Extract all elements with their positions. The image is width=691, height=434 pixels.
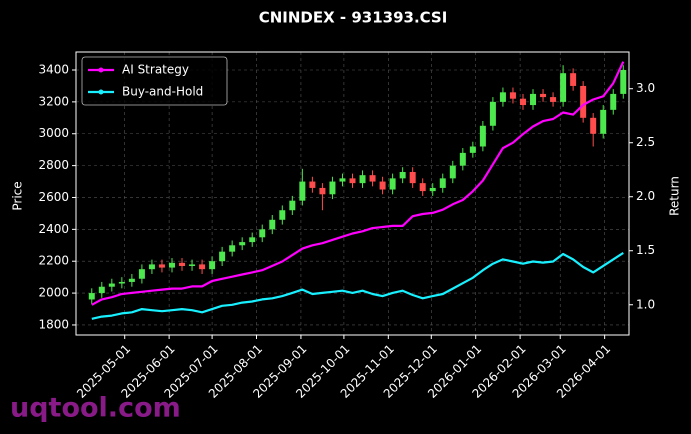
legend-label: AI Strategy xyxy=(122,63,189,77)
candle-body xyxy=(269,219,276,230)
candle-body xyxy=(570,73,577,86)
candle-body xyxy=(88,293,95,300)
y2-tick-label: 1.5 xyxy=(636,243,655,257)
legend-label: Buy-and-Hold xyxy=(122,85,203,99)
candle-body xyxy=(309,181,316,188)
candle-body xyxy=(179,262,186,267)
y-tick-label: 2600 xyxy=(38,190,69,204)
candle-body xyxy=(339,178,346,182)
candle-body xyxy=(499,92,506,102)
candle-body xyxy=(590,117,597,134)
candle-body xyxy=(560,73,567,102)
candle-body xyxy=(279,210,286,220)
candle-body xyxy=(168,262,175,268)
candle-body xyxy=(610,93,617,110)
candle-body xyxy=(189,264,196,267)
candle-body xyxy=(429,187,436,192)
candle-body xyxy=(580,85,587,118)
candle-body xyxy=(239,242,246,246)
plot-frame xyxy=(75,51,630,336)
candle-body xyxy=(550,97,557,102)
y-axis-label: Price xyxy=(11,181,25,210)
candle-body xyxy=(249,237,256,243)
y2-tick-label: 1.0 xyxy=(636,297,655,311)
y2-tick-label: 3.0 xyxy=(636,81,655,95)
candle-body xyxy=(489,101,496,126)
y-tick-label: 3200 xyxy=(38,94,69,108)
candle-body xyxy=(209,261,216,270)
y-tick-label: 1800 xyxy=(38,317,69,331)
candle-body xyxy=(118,281,125,284)
candle-body xyxy=(389,178,396,190)
y-tick-label: 2000 xyxy=(38,286,69,300)
y-tick-label: 3000 xyxy=(38,126,69,140)
candle-body xyxy=(158,264,165,268)
y2-tick-label: 2.5 xyxy=(636,135,655,149)
candle-body xyxy=(289,200,296,211)
candle-body xyxy=(459,152,466,166)
y2-axis-label: Return xyxy=(668,176,682,216)
candle-body xyxy=(148,264,155,270)
y-tick-label: 3400 xyxy=(38,63,69,77)
candle-body xyxy=(259,229,266,238)
candle-body xyxy=(98,286,105,294)
candle-body xyxy=(540,93,547,98)
legend-marker xyxy=(98,67,104,73)
candle-body xyxy=(199,264,206,270)
candle-body xyxy=(530,93,537,106)
legend-marker xyxy=(98,89,104,95)
candle-body xyxy=(329,181,336,195)
candle-body xyxy=(359,175,366,184)
candle-body xyxy=(379,181,386,190)
candle-body xyxy=(319,187,326,195)
candle-body xyxy=(519,98,526,106)
line-series xyxy=(91,251,624,320)
y2-tick-label: 2.0 xyxy=(636,189,655,203)
candle-body xyxy=(399,171,406,179)
candle-body xyxy=(369,175,376,182)
candle-body xyxy=(469,146,476,153)
candle-body xyxy=(128,278,135,282)
watermark: uqtool.com xyxy=(10,393,181,424)
candle-body xyxy=(449,165,456,179)
line-series xyxy=(91,61,625,306)
chart-title: CNINDEX - 931393.CSI xyxy=(259,9,448,27)
candle-body xyxy=(229,245,236,252)
candle-body xyxy=(479,125,486,147)
legend-box xyxy=(81,56,228,106)
candle-body xyxy=(439,178,446,188)
candle-body xyxy=(509,92,516,99)
candle-body xyxy=(219,251,226,262)
candle-body xyxy=(138,269,145,279)
candle-body xyxy=(600,109,607,134)
candle-body xyxy=(419,183,426,192)
candle-body xyxy=(349,178,356,184)
candle-body xyxy=(409,171,416,184)
candle-body xyxy=(620,70,627,94)
y-tick-label: 2400 xyxy=(38,222,69,236)
y-tick-label: 2200 xyxy=(38,254,69,268)
y-tick-label: 2800 xyxy=(38,158,69,172)
candle-body xyxy=(108,283,115,287)
candle-body xyxy=(299,181,306,201)
